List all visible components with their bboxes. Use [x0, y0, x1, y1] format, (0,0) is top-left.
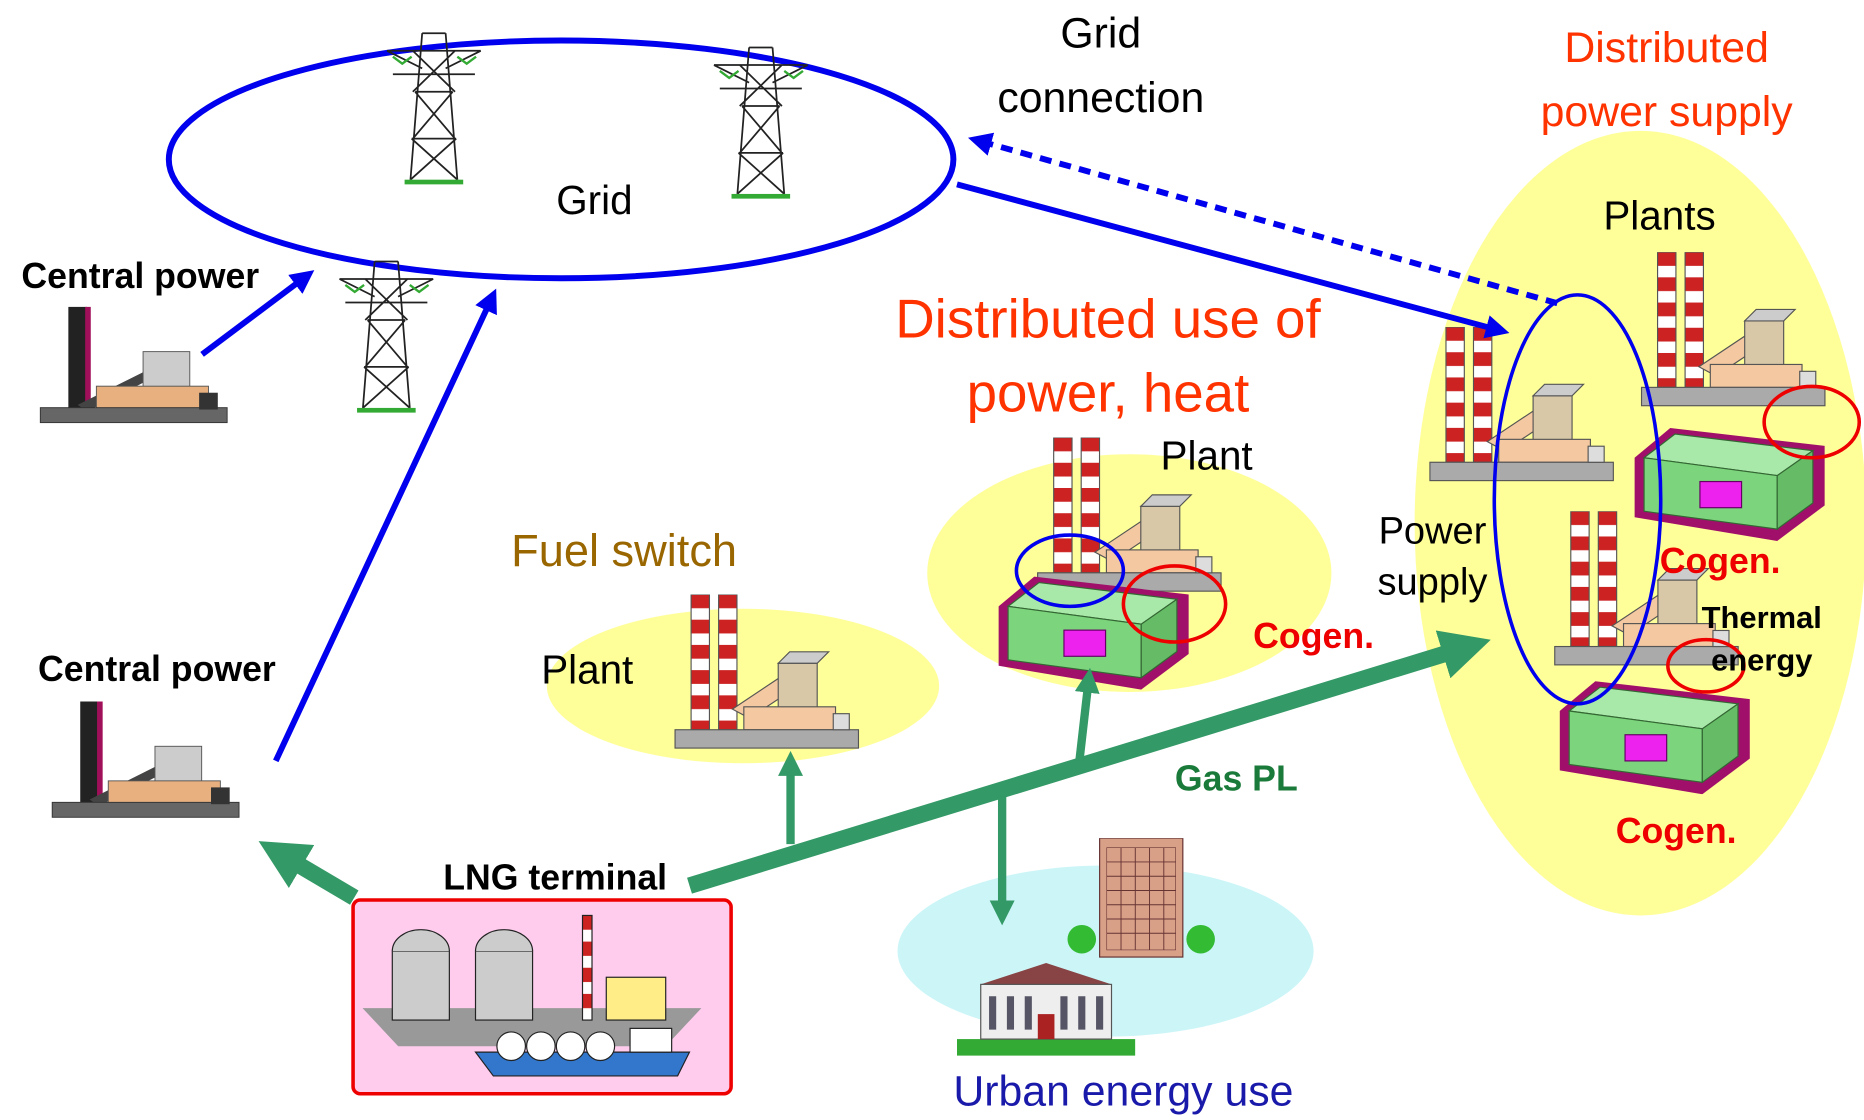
label: Central power — [38, 649, 276, 689]
label: Gas PL — [1175, 759, 1298, 799]
tower — [387, 33, 481, 184]
label: Cogen. — [1660, 541, 1781, 581]
heading: power supply — [1541, 88, 1794, 136]
arrow — [977, 140, 1557, 303]
label: Thermal — [1702, 600, 1822, 635]
label: Urban energy use — [953, 1068, 1293, 1116]
arrow — [1079, 678, 1089, 761]
diagram: Grid connection Distributed power supply… — [0, 0, 1864, 1120]
label: Power — [1379, 510, 1487, 552]
tower — [714, 47, 808, 198]
label: Cogen. — [1616, 811, 1737, 851]
central-plant — [40, 307, 227, 423]
label: Cogen. — [1253, 616, 1374, 656]
label: Fuel switch — [511, 525, 737, 576]
label: energy — [1711, 643, 1813, 678]
label: supply — [1378, 561, 1488, 603]
label: connection — [997, 74, 1204, 122]
label: Central power — [21, 256, 259, 296]
label: Plants — [1603, 193, 1715, 239]
heading: power, heat — [967, 361, 1250, 423]
heading: Distributed — [1564, 24, 1769, 72]
label: Grid — [556, 177, 632, 223]
page: Grid connection Distributed power supply… — [0, 0, 1864, 1120]
grid-ring — [169, 41, 954, 279]
central-plant — [52, 701, 239, 817]
arrow — [276, 851, 354, 897]
label: Plant — [1161, 433, 1253, 479]
heading: Distributed use of — [895, 288, 1321, 350]
label: Plant — [541, 647, 633, 693]
label: LNG terminal — [443, 857, 667, 897]
label: Grid — [1060, 10, 1141, 58]
tower — [339, 261, 433, 412]
